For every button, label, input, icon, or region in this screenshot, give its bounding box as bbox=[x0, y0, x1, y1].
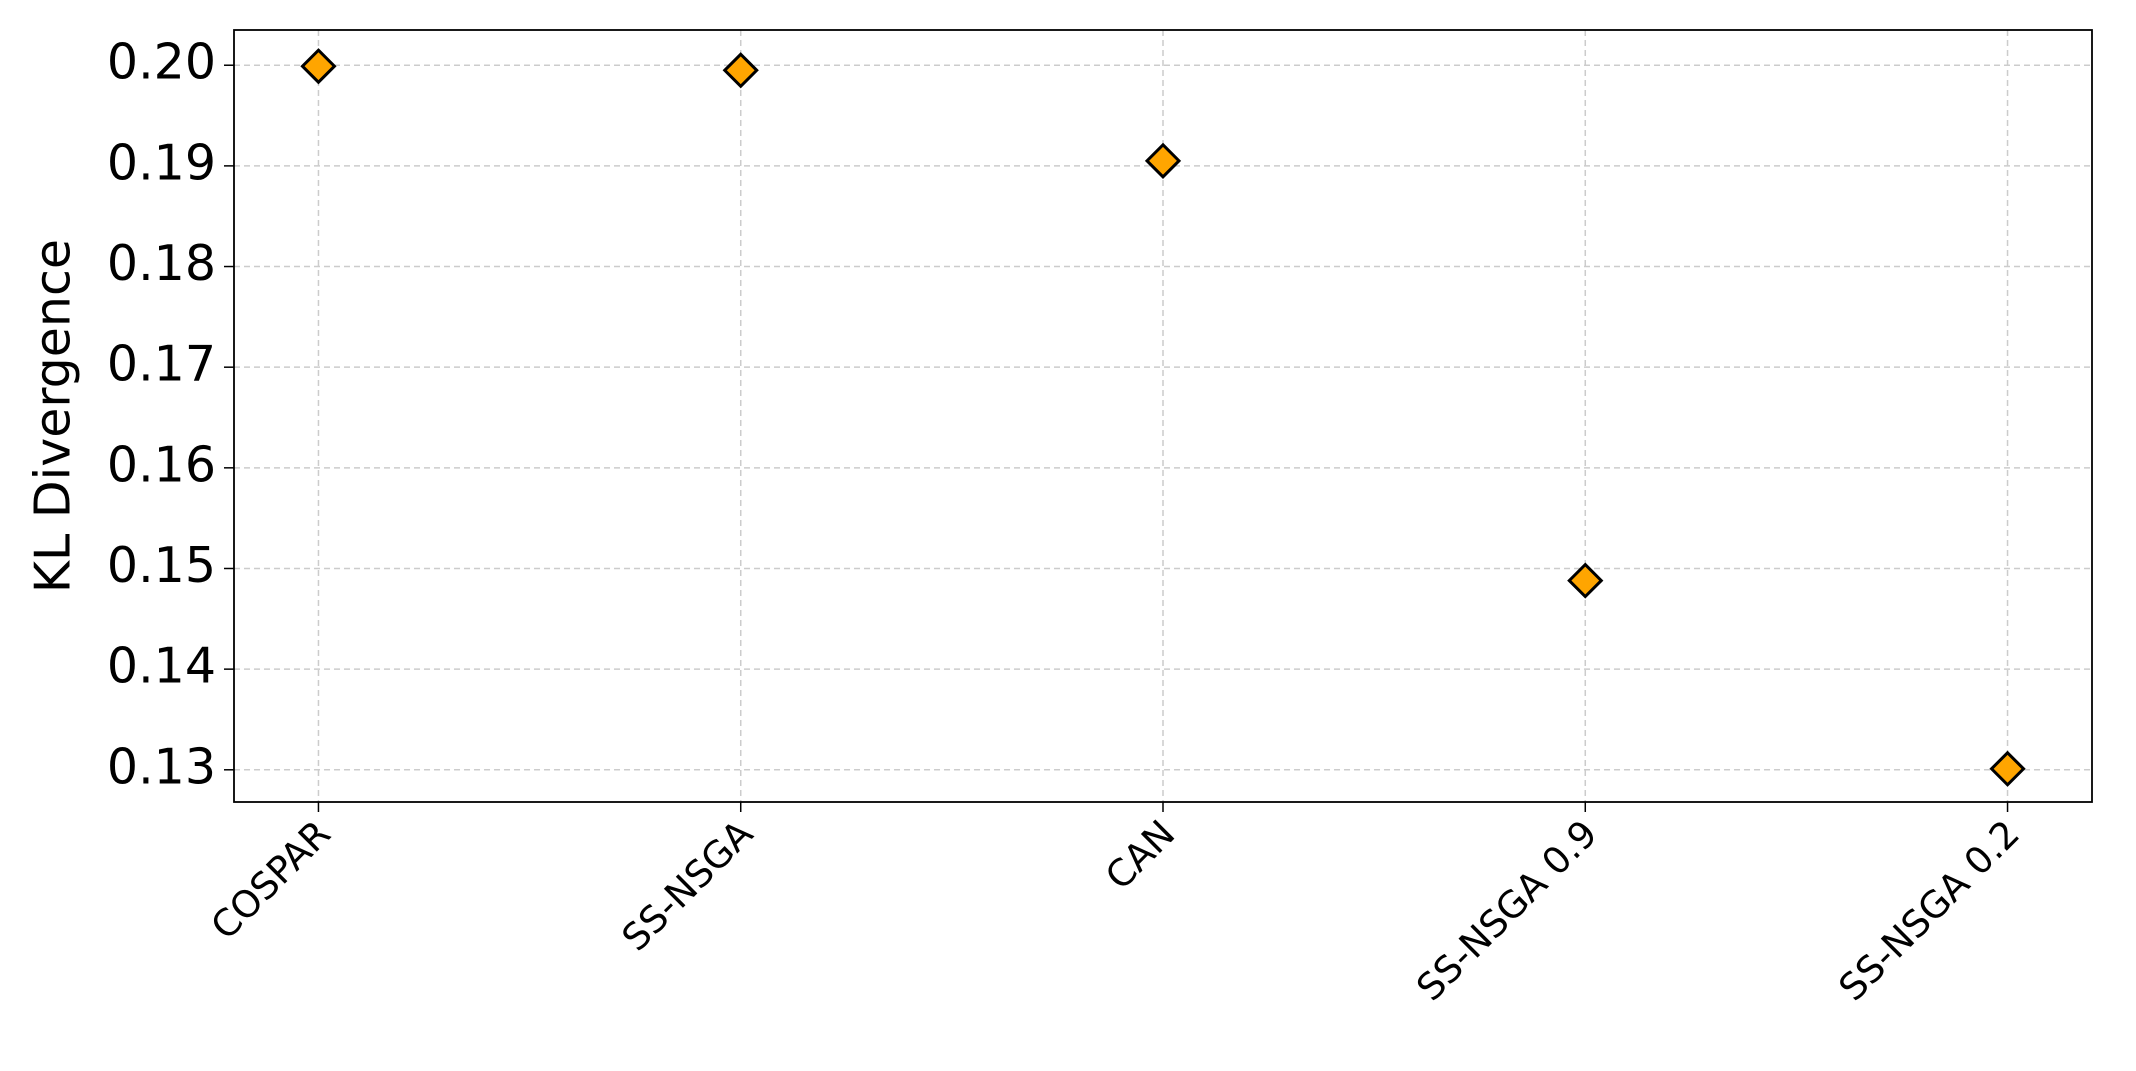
y-tick-label: 0.17 bbox=[107, 336, 216, 393]
x-tick-label: SS-NSGA 0.2 bbox=[1831, 812, 2028, 1009]
y-tick-label: 0.19 bbox=[107, 134, 216, 191]
x-tick-label: COSPAR bbox=[203, 812, 339, 948]
x-tick-label: SS-NSGA 0.9 bbox=[1408, 812, 1605, 1009]
y-axis-label: KL Divergence bbox=[25, 239, 82, 593]
plot-frame bbox=[233, 29, 2093, 803]
data-point bbox=[1989, 750, 2026, 787]
x-tick-label: SS-NSGA bbox=[614, 812, 761, 959]
y-tick-label: 0.14 bbox=[107, 638, 216, 695]
y-tick-label: 0.16 bbox=[107, 436, 216, 493]
data-point bbox=[1144, 142, 1182, 179]
data-point bbox=[300, 48, 337, 85]
y-tick-label: 0.15 bbox=[107, 537, 216, 594]
y-tick-label: 0.18 bbox=[107, 235, 216, 292]
y-tick-label: 0.13 bbox=[107, 738, 216, 795]
x-tick-label: CAN bbox=[1097, 812, 1183, 898]
data-point bbox=[722, 52, 759, 89]
data-point bbox=[1567, 562, 1604, 599]
y-tick-label: 0.20 bbox=[107, 34, 216, 91]
